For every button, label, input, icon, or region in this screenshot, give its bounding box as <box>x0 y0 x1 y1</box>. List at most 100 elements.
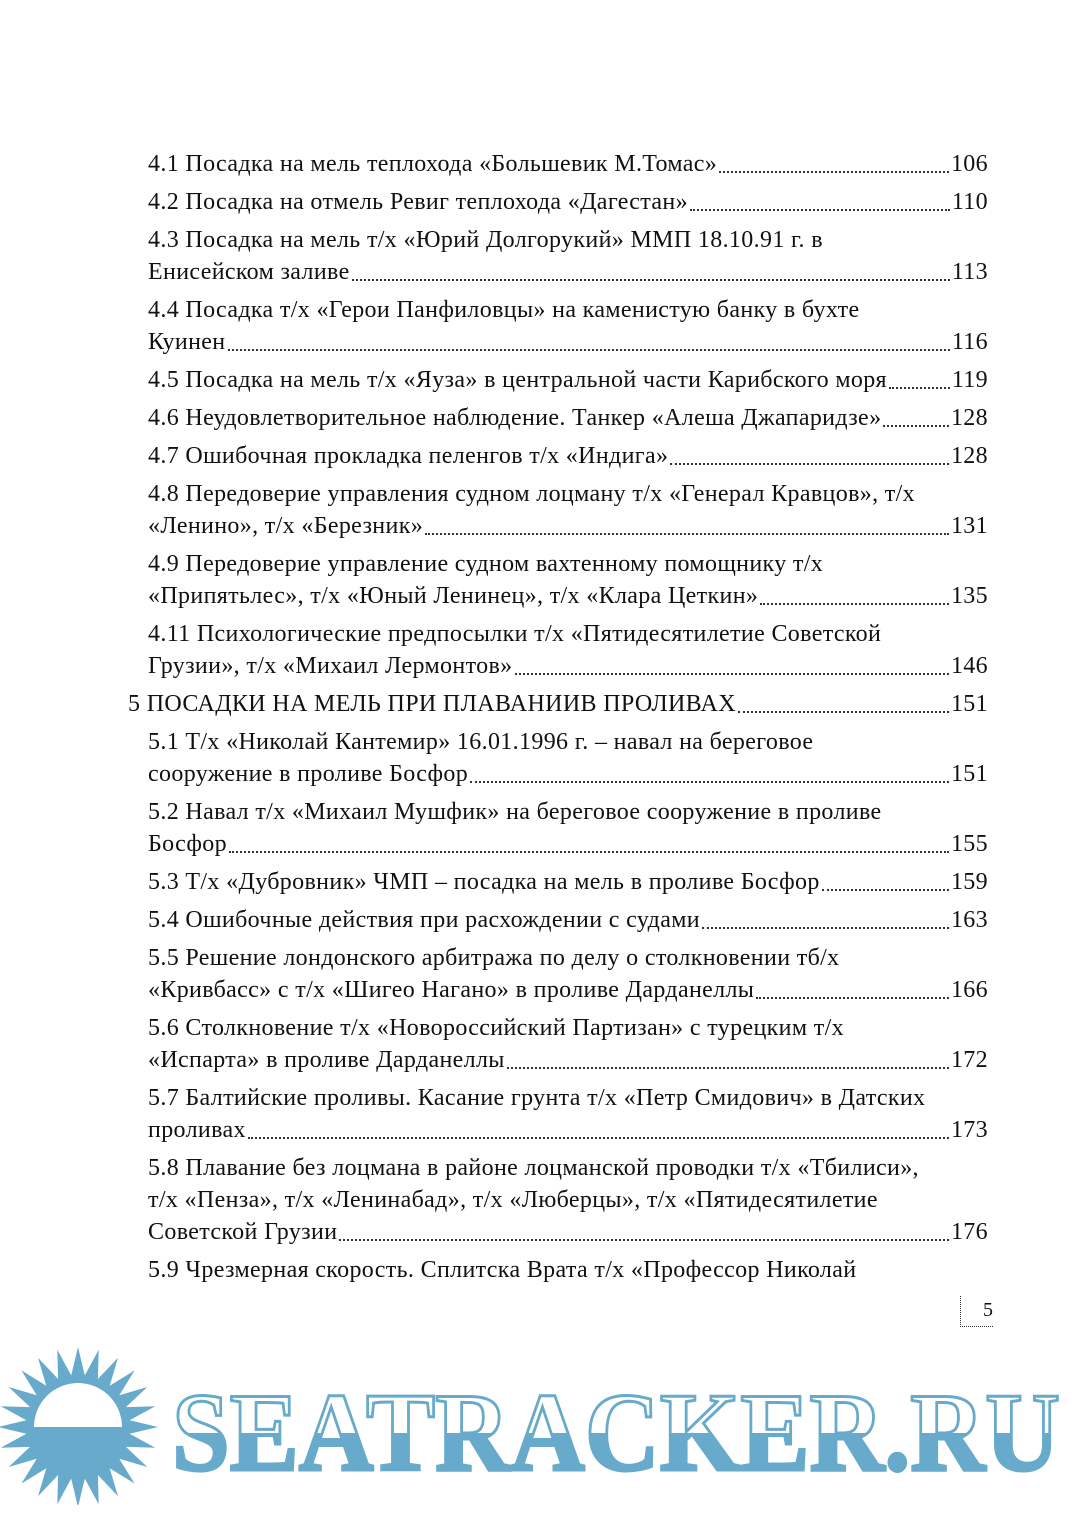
toc-entry-title: Енисейском заливе <box>148 259 350 285</box>
dot-leader <box>470 781 949 783</box>
dot-leader <box>756 997 949 999</box>
toc-page-number: 119 <box>951 367 988 393</box>
page-number: 5 <box>960 1296 993 1327</box>
toc-page-number: 116 <box>951 329 988 355</box>
toc-line: 4.11 Психологические предпосылки т/х «Пя… <box>148 618 988 650</box>
toc-line: 5.9 Чрезмерная скорость. Сплитска Врата … <box>148 1254 988 1286</box>
toc-entry-title: 5.1 Т/х «Николай Кантемир» 16.01.1996 г.… <box>148 729 814 755</box>
toc-entry-title: Куинен <box>148 329 226 355</box>
toc-line: Советской Грузии 176 <box>148 1216 988 1248</box>
toc-entry[interactable]: 4.1 Посадка на мель теплохода «Большевик… <box>148 148 988 180</box>
toc-entry-title: 5.7 Балтийские проливы. Касание грунта т… <box>148 1085 926 1111</box>
toc-line: Босфор 155 <box>148 828 988 860</box>
toc-line: Грузии», т/х «Михаил Лермонтов» 146 <box>148 650 988 682</box>
dot-leader <box>339 1239 949 1241</box>
toc-line: 5.6 Столкновение т/х «Новороссийский Пар… <box>148 1012 988 1044</box>
toc-page-number: 151 <box>950 761 988 787</box>
toc-entry[interactable]: 5.5 Решение лондонского арбитража по дел… <box>148 942 988 1006</box>
toc-entry-title: «Кривбасс» с т/х «Шигео Нагано» в пролив… <box>148 977 755 1003</box>
toc-entry-title: Грузии», т/х «Михаил Лермонтов» <box>148 653 513 679</box>
toc-entry[interactable]: 4.7 Ошибочная прокладка пеленгов т/х «Ин… <box>148 440 988 472</box>
toc-entry-title: 4.11 Психологические предпосылки т/х «Пя… <box>148 621 882 647</box>
dot-leader <box>701 927 949 929</box>
toc-entry-title: 4.3 Посадка на мель т/х «Юрий Долгорукий… <box>148 227 823 253</box>
toc-line: Куинен 116 <box>148 326 988 358</box>
toc-line: 4.1 Посадка на мель теплохода «Большевик… <box>148 148 988 180</box>
toc-entry[interactable]: 4.2 Посадка на отмель Ревиг теплохода «Д… <box>148 186 988 218</box>
toc-entry-title: «Ленино», т/х «Березник» <box>148 513 424 539</box>
dot-leader <box>247 1137 949 1139</box>
toc-line: т/х «Пенза», т/х «Ленинабад», т/х «Любер… <box>148 1184 988 1216</box>
toc-line: 4.4 Посадка т/х «Герои Панфиловцы» на ка… <box>148 294 988 326</box>
toc-entry-title: т/х «Пенза», т/х «Ленинабад», т/х «Любер… <box>148 1187 878 1213</box>
toc-entry[interactable]: 4.9 Передоверие управление судном вахтен… <box>148 548 988 612</box>
toc-entry-title: 5.6 Столкновение т/х «Новороссийский Пар… <box>148 1015 844 1041</box>
dot-leader <box>506 1067 949 1069</box>
toc-entry[interactable]: 5.1 Т/х «Николай Кантемир» 16.01.1996 г.… <box>148 726 988 790</box>
toc-entry[interactable]: 4.8 Передоверие управления судном лоцман… <box>148 478 988 542</box>
dot-leader <box>670 463 949 465</box>
toc-page-number: 155 <box>950 831 988 857</box>
toc-entry-title: 4.4 Посадка т/х «Герои Панфиловцы» на ка… <box>148 297 860 323</box>
dot-leader <box>737 711 949 713</box>
sun-disc <box>34 1383 122 1427</box>
toc-entry-title: 5.9 Чрезмерная скорость. Сплитска Врата … <box>148 1257 857 1283</box>
toc-page-number: 131 <box>950 513 988 539</box>
toc-entry[interactable]: 5.2 Навал т/х «Михаил Мушфик» на берегов… <box>148 796 988 860</box>
toc-page-number: 151 <box>950 691 988 717</box>
dot-leader <box>514 673 949 675</box>
toc-line: проливах 173 <box>148 1114 988 1146</box>
toc-entry-title: 4.8 Передоверие управления судном лоцман… <box>148 481 916 507</box>
toc-line: Енисейском заливе 113 <box>148 256 988 288</box>
dot-leader <box>883 425 949 427</box>
toc-line: 5.3 Т/х «Дубровник» ЧМП – посадка на мел… <box>148 866 988 898</box>
toc-entry[interactable]: 4.6 Неудовлетворительное наблюдение. Тан… <box>148 402 988 434</box>
toc-line: «Кривбасс» с т/х «Шигео Нагано» в пролив… <box>148 974 988 1006</box>
toc-line: 5.4 Ошибочные действия при расхождении с… <box>148 904 988 936</box>
toc-page-number: 166 <box>950 977 988 1003</box>
toc-line: 4.2 Посадка на отмель Ревиг теплохода «Д… <box>148 186 988 218</box>
toc-line: «Ленино», т/х «Березник» 131 <box>148 510 988 542</box>
toc-entry[interactable]: 4.5 Посадка на мель т/х «Яуза» в централ… <box>148 364 988 396</box>
toc-line: 4.8 Передоверие управления судном лоцман… <box>148 478 988 510</box>
sun-icon <box>0 1347 158 1505</box>
toc-page-number: 163 <box>950 907 988 933</box>
toc-line: «Припятьлес», т/х «Юный Ленинец», т/х «К… <box>148 580 988 612</box>
toc-entry-title: сооружение в проливе Босфор <box>148 761 469 787</box>
watermark: SEATRACKER.RU <box>0 1347 1062 1505</box>
toc-entry[interactable]: 5.7 Балтийские проливы. Касание грунта т… <box>148 1082 988 1146</box>
toc-line: 5.2 Навал т/х «Михаил Мушфик» на берегов… <box>148 796 988 828</box>
toc-page-number: 176 <box>950 1219 988 1245</box>
toc-line: 5.8 Плавание без лоцмана в районе лоцман… <box>148 1152 988 1184</box>
toc-entry-title: 5.4 Ошибочные действия при расхождении с… <box>148 907 700 933</box>
toc-entry[interactable]: 5.4 Ошибочные действия при расхождении с… <box>148 904 988 936</box>
table-of-contents: 4.1 Посадка на мель теплохода «Большевик… <box>128 148 988 1292</box>
toc-line: «Испарта» в проливе Дарданеллы 172 <box>148 1044 988 1076</box>
dot-leader <box>760 603 949 605</box>
toc-entry[interactable]: 5.3 Т/х «Дубровник» ЧМП – посадка на мел… <box>148 866 988 898</box>
toc-line: 4.6 Неудовлетворительное наблюдение. Тан… <box>148 402 988 434</box>
toc-page-number: 173 <box>950 1117 988 1143</box>
toc-entry[interactable]: 5.8 Плавание без лоцмана в районе лоцман… <box>148 1152 988 1248</box>
toc-entry[interactable]: 5.6 Столкновение т/х «Новороссийский Пар… <box>148 1012 988 1076</box>
toc-entry-title: 5 ПОСАДКИ НА МЕЛЬ ПРИ ПЛАВАНИИВ ПРОЛИВАХ <box>128 691 736 717</box>
toc-entry[interactable]: 4.4 Посадка т/х «Герои Панфиловцы» на ка… <box>148 294 988 358</box>
toc-page-number: 128 <box>950 443 988 469</box>
toc-page-number: 135 <box>950 583 988 609</box>
toc-line: 4.3 Посадка на мель т/х «Юрий Долгорукий… <box>148 224 988 256</box>
watermark-text: SEATRACKER.RU <box>172 1371 1060 1495</box>
toc-entry[interactable]: 4.11 Психологические предпосылки т/х «Пя… <box>148 618 988 682</box>
toc-entry-title: 5.8 Плавание без лоцмана в районе лоцман… <box>148 1155 919 1181</box>
toc-entry[interactable]: 5.9 Чрезмерная скорость. Сплитска Врата … <box>148 1254 988 1286</box>
toc-line: 5.1 Т/х «Николай Кантемир» 16.01.1996 г.… <box>148 726 988 758</box>
toc-entry-title: «Испарта» в проливе Дарданеллы <box>148 1047 505 1073</box>
toc-entry-title: 5.3 Т/х «Дубровник» ЧМП – посадка на мел… <box>148 869 820 895</box>
dot-leader <box>228 851 949 853</box>
toc-line: 4.7 Ошибочная прокладка пеленгов т/х «Ин… <box>148 440 988 472</box>
toc-entry-title: проливах <box>148 1117 246 1143</box>
toc-entry-title: 4.5 Посадка на мель т/х «Яуза» в централ… <box>148 367 887 393</box>
toc-line: 5.5 Решение лондонского арбитража по дел… <box>148 942 988 974</box>
toc-entry[interactable]: 5 ПОСАДКИ НА МЕЛЬ ПРИ ПЛАВАНИИВ ПРОЛИВАХ… <box>128 688 988 720</box>
toc-entry[interactable]: 4.3 Посадка на мель т/х «Юрий Долгорукий… <box>148 224 988 288</box>
dot-leader <box>351 279 950 281</box>
